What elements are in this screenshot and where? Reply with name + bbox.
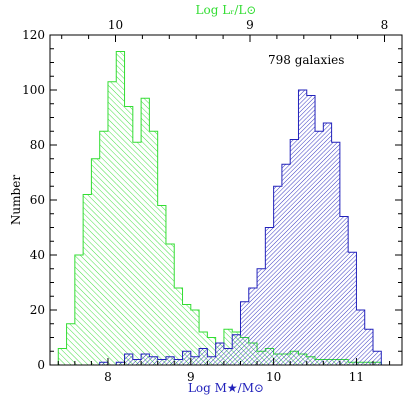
histogram-bar — [99, 131, 108, 365]
histogram-bar — [124, 354, 133, 365]
histogram-bar — [207, 337, 216, 365]
x-axis-top-title: Log Lᵣ/L⊙ — [196, 3, 257, 17]
histogram-bar — [157, 205, 166, 365]
histogram-bar — [107, 81, 117, 365]
histogram-bar — [165, 244, 175, 365]
histogram-bar — [174, 288, 183, 365]
histogram-bar — [182, 351, 191, 365]
histogram-bar — [223, 329, 233, 365]
x-bottom-tick-label: 9 — [187, 370, 195, 384]
histogram-bar — [66, 323, 75, 365]
x-top-tick-label: 9 — [246, 18, 254, 32]
histogram-bar — [273, 186, 282, 365]
histogram-bar — [132, 142, 142, 365]
histogram-bar — [58, 348, 67, 365]
histogram-bar — [223, 348, 233, 365]
histogram-bar — [116, 362, 125, 365]
histogram-outline — [58, 89, 390, 365]
histogram-bar — [190, 356, 200, 365]
histogram-bar — [281, 164, 291, 365]
histogram-bar — [165, 356, 175, 365]
histogram-bar — [182, 304, 191, 365]
histogram-bar — [298, 90, 307, 365]
histogram-bar — [157, 359, 166, 365]
histogram-bar — [83, 194, 92, 365]
histogram-bar — [331, 142, 340, 365]
histogram-bar — [348, 252, 357, 365]
histogram-bar — [290, 139, 299, 365]
histogram-bar — [257, 268, 266, 365]
histogram-bar — [116, 51, 125, 365]
blue-histogram-series — [58, 89, 390, 365]
histogram-bar — [215, 343, 224, 365]
histogram-bar — [323, 123, 332, 365]
histogram-bar — [99, 362, 108, 365]
histogram-bar — [74, 255, 84, 365]
histogram-bar — [207, 356, 216, 365]
histogram-bar — [356, 310, 365, 365]
y-tick-label: 60 — [30, 193, 45, 207]
histogram-bar — [199, 348, 208, 365]
histogram-bar — [149, 356, 158, 365]
x-axis-bottom-title: Log M★/M⊙ — [188, 381, 264, 395]
x-bottom-tick-label: 10 — [266, 370, 281, 384]
x-top-tick-label: 10 — [108, 18, 123, 32]
y-tick-label: 100 — [22, 83, 45, 97]
histogram-bar — [124, 106, 133, 365]
histogram-bar — [315, 131, 324, 365]
histogram-bar — [339, 216, 349, 365]
histogram-bar — [141, 354, 150, 365]
y-tick-label: 40 — [30, 248, 45, 262]
x-top-tick-label: 8 — [381, 18, 389, 32]
galaxy-count-annotation: 798 galaxies — [268, 53, 344, 67]
histogram-bar — [132, 359, 142, 365]
y-tick-label: 80 — [30, 138, 45, 152]
histogram-bar — [373, 351, 382, 365]
histogram-bar — [174, 359, 183, 365]
axis-ticks — [50, 34, 402, 366]
histogram-bar — [91, 158, 100, 365]
histogram-bar — [190, 310, 200, 365]
x-bottom-tick-label: 8 — [104, 370, 112, 384]
histogram-bar — [265, 227, 274, 365]
histogram-bar — [306, 95, 316, 365]
histogram-bar — [364, 329, 374, 365]
histogram-bar — [240, 301, 249, 365]
histogram-bar — [248, 288, 258, 365]
axis-tick-labels: 89101110987020406080100120 — [22, 18, 389, 384]
y-axis-title: Number — [9, 175, 23, 225]
y-tick-label: 120 — [22, 28, 45, 42]
histogram-bar — [149, 131, 158, 365]
y-tick-label: 0 — [37, 358, 45, 372]
y-tick-label: 20 — [30, 303, 45, 317]
x-bottom-tick-label: 11 — [349, 370, 364, 384]
histogram-bar — [232, 334, 241, 365]
histogram-bar — [141, 98, 150, 365]
